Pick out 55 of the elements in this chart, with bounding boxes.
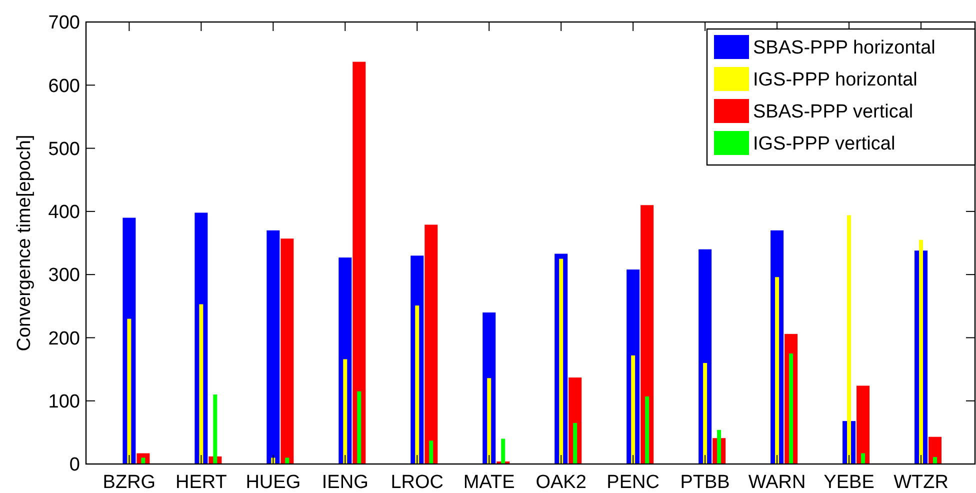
y-tick-label: 100 (48, 392, 80, 413)
y-tick-label: 200 (48, 328, 80, 350)
y-axis-title: Convergence time[epoch] (14, 134, 35, 352)
x-tick-label: HUEG (246, 472, 301, 493)
x-tick-label: WARN (748, 472, 806, 493)
bar (424, 224, 438, 464)
x-tick-label: IENG (322, 472, 368, 493)
legend-label: SBAS-PPP vertical (753, 102, 914, 123)
legend-label: IGS-PPP horizontal (753, 70, 918, 91)
bar (847, 215, 852, 464)
x-tick-label: MATE (463, 472, 515, 493)
bar (573, 422, 578, 464)
bar (856, 386, 870, 464)
bar (266, 230, 280, 464)
x-tick-label: PENC (606, 472, 660, 493)
bar (357, 391, 362, 464)
x-tick-label: WTZR (894, 472, 948, 493)
bar (501, 438, 506, 464)
bar (415, 306, 420, 464)
bar (919, 240, 924, 464)
bar (141, 458, 146, 464)
x-tick-label: HERT (175, 472, 228, 493)
legend-label: SBAS-PPP horizontal (753, 38, 936, 59)
bar (487, 378, 492, 464)
x-tick-label: OAK2 (536, 472, 586, 493)
bar (285, 458, 290, 464)
y-tick-label: 500 (48, 138, 80, 160)
bar (789, 354, 794, 464)
y-tick-label: 600 (48, 76, 80, 97)
bar (928, 436, 942, 464)
x-tick-label: LROC (390, 472, 444, 493)
bar (703, 362, 708, 464)
bar (775, 277, 780, 464)
bar (280, 238, 294, 464)
y-tick-label: 700 (48, 12, 80, 34)
x-tick-label: YEBE (824, 472, 874, 493)
bar (352, 62, 366, 464)
legend-label: IGS-PPP vertical (753, 134, 896, 155)
bar (127, 318, 132, 464)
bar (429, 440, 434, 464)
x-tick-label: BZRG (102, 472, 156, 493)
bar (861, 453, 866, 464)
bar (640, 205, 654, 464)
bar (199, 304, 204, 464)
y-tick-label: 300 (48, 265, 80, 286)
x-tick-label: PTBB (680, 472, 730, 493)
bar (645, 396, 650, 464)
bar (559, 258, 564, 464)
y-tick-label: 400 (48, 202, 80, 224)
bar (933, 457, 938, 464)
y-tick-label: 0 (69, 454, 80, 476)
bar (631, 355, 636, 464)
bar (343, 359, 348, 464)
bar (717, 430, 722, 464)
bar (213, 394, 218, 464)
